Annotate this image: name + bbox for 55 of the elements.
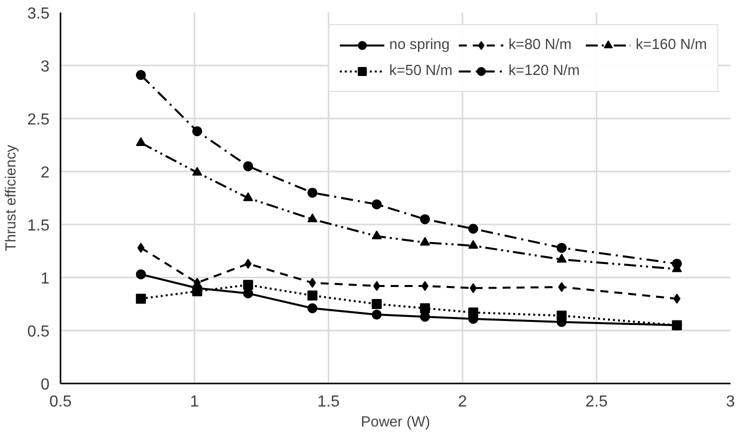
point [307, 290, 318, 301]
y-tick-label: 3.5 [27, 6, 50, 22]
point [673, 294, 680, 304]
point [372, 230, 382, 240]
x-tick-label: 2 [458, 394, 468, 410]
legend-label: k=50 N/m [389, 63, 452, 79]
point [308, 278, 316, 288]
point [136, 294, 146, 304]
point [136, 269, 146, 280]
point [672, 258, 682, 269]
point [307, 214, 318, 222]
point [192, 166, 202, 176]
point [372, 299, 382, 309]
point [420, 236, 430, 246]
legend-label: no spring [389, 37, 450, 53]
point [556, 254, 567, 263]
point [420, 214, 430, 224]
point [421, 280, 428, 291]
point [420, 312, 430, 322]
point [243, 280, 254, 290]
point [192, 126, 202, 136]
y-tick-label: 3 [40, 58, 50, 76]
point [468, 224, 478, 234]
point [137, 242, 144, 253]
legend-label: k=160 N/m [636, 37, 707, 53]
point [556, 242, 567, 253]
point [243, 288, 254, 298]
y-axis-title: Thrust efficiency [3, 144, 20, 252]
point [243, 161, 254, 172]
point [243, 192, 254, 202]
x-tick-label: 1 [190, 394, 200, 410]
point [420, 303, 430, 314]
point [136, 137, 146, 146]
point [136, 70, 146, 80]
x-tick-label: 1.5 [317, 394, 340, 410]
legend-label: k=120 N/m [508, 63, 580, 79]
point [372, 199, 382, 210]
point [372, 310, 382, 320]
legend-label: k=80 N/m [508, 37, 572, 53]
point [307, 188, 318, 198]
x-tick-label: 2.5 [585, 394, 608, 410]
x-tick-label: 3 [726, 394, 736, 410]
point [373, 280, 380, 291]
y-tick-label: 0.5 [27, 324, 50, 340]
point [468, 240, 478, 249]
y-tick-label: 1 [40, 270, 50, 288]
y-tick-label: 0 [40, 376, 50, 394]
y-tick-label: 2 [40, 164, 50, 182]
point [470, 283, 477, 294]
x-axis-title: Power (W) [360, 414, 430, 430]
point [558, 282, 566, 292]
point [244, 258, 252, 269]
point [307, 303, 318, 314]
y-tick-label: 2.5 [27, 112, 50, 128]
y-tick-label: 1.5 [27, 218, 50, 234]
